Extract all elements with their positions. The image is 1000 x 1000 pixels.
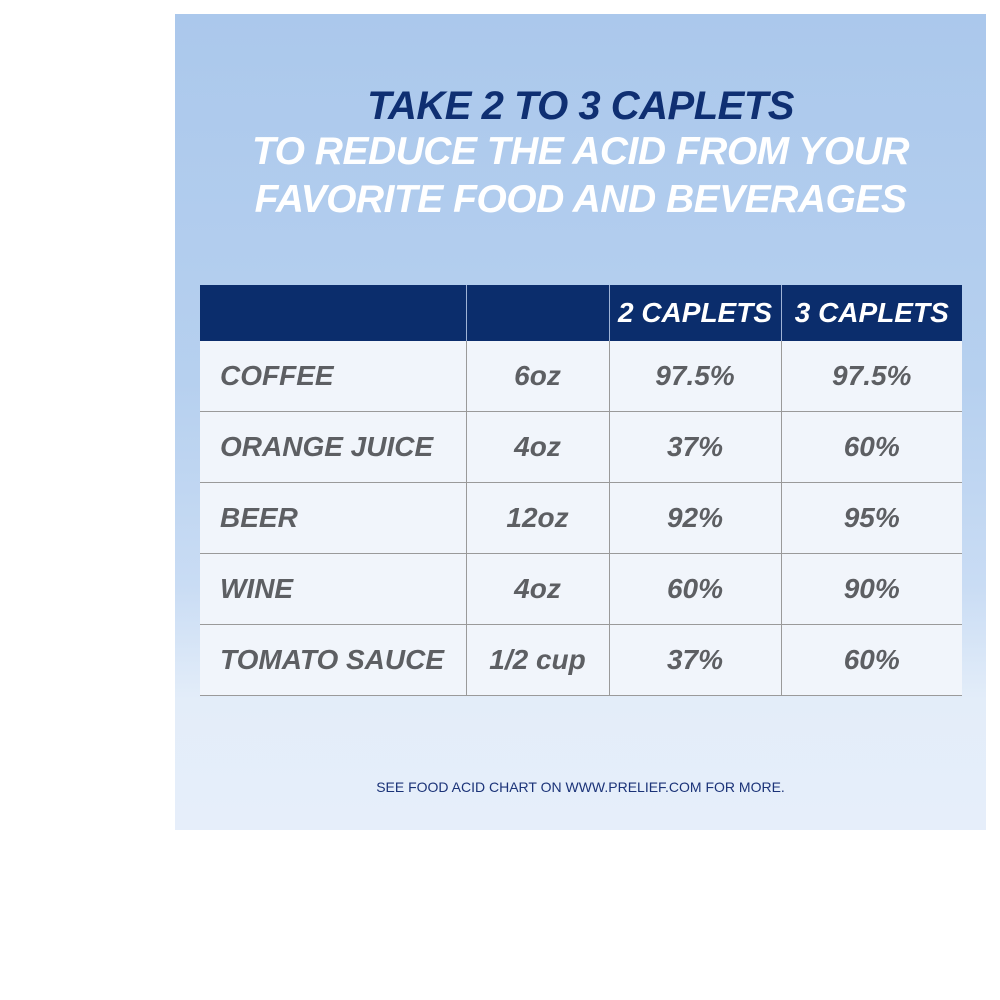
three-caplets-cell: 60% <box>781 411 962 483</box>
title-line-3: FAVORITE FOOD AND BEVERAGES <box>254 178 907 221</box>
serving-cell: 12oz <box>466 482 610 554</box>
food-cell: WINE <box>200 553 467 625</box>
acid-reduction-table: 2 CAPLETS 3 CAPLETS COFFEE 6oz 97.5% 97.… <box>200 285 962 696</box>
two-caplets-cell: 37% <box>609 411 782 483</box>
infographic-panel: TAKE 2 TO 3 CAPLETS TO REDUCE THE ACID F… <box>175 14 986 830</box>
header-cell-serving <box>466 285 610 341</box>
food-cell: BEER <box>200 482 467 554</box>
serving-cell: 6oz <box>466 341 610 412</box>
food-cell: TOMATO SAUCE <box>200 624 467 696</box>
two-caplets-cell: 97.5% <box>609 341 782 412</box>
three-caplets-cell: 60% <box>781 624 962 696</box>
title-line-1: TAKE 2 TO 3 CAPLETS <box>367 84 794 128</box>
serving-cell: 4oz <box>466 411 610 483</box>
table-row: ORANGE JUICE 4oz 37% 60% <box>200 411 962 483</box>
table-row: TOMATO SAUCE 1/2 cup 37% 60% <box>200 624 962 696</box>
serving-cell: 4oz <box>466 553 610 625</box>
two-caplets-cell: 37% <box>609 624 782 696</box>
header-cell-food <box>200 285 467 341</box>
table-row: WINE 4oz 60% 90% <box>200 553 962 625</box>
food-cell: COFFEE <box>200 341 467 412</box>
three-caplets-cell: 95% <box>781 482 962 554</box>
header-cell-3-caplets: 3 CAPLETS <box>781 285 962 341</box>
table-row: BEER 12oz 92% 95% <box>200 482 962 554</box>
three-caplets-cell: 97.5% <box>781 341 962 412</box>
table-header-row: 2 CAPLETS 3 CAPLETS <box>200 285 962 341</box>
two-caplets-cell: 60% <box>609 553 782 625</box>
two-caplets-cell: 92% <box>609 482 782 554</box>
table-row: COFFEE 6oz 97.5% 97.5% <box>200 341 962 412</box>
footnote-link-text: SEE FOOD ACID CHART ON WWW.PRELIEF.COM F… <box>376 779 785 795</box>
header-cell-2-caplets: 2 CAPLETS <box>609 285 782 341</box>
food-cell: ORANGE JUICE <box>200 411 467 483</box>
title-line-2: TO REDUCE THE ACID FROM YOUR <box>252 130 909 173</box>
serving-cell: 1/2 cup <box>466 624 610 696</box>
three-caplets-cell: 90% <box>781 553 962 625</box>
